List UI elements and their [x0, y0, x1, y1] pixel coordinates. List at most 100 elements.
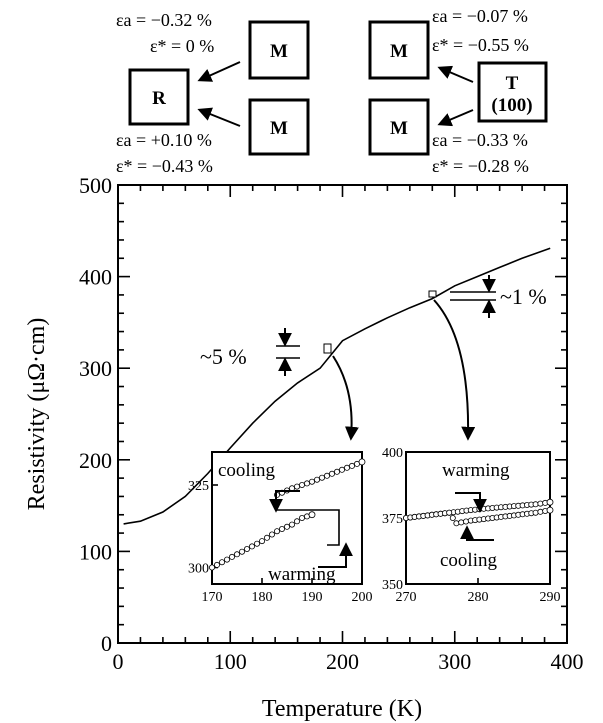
inset-data-point: [263, 534, 270, 541]
pointer-arrow-left: [332, 355, 359, 441]
strain-right-bottom-ea: εa = −0.33 %: [432, 130, 528, 150]
inset-data-point: [446, 509, 453, 516]
inset-left-label-warming: warming: [268, 564, 336, 585]
inset-right-label-warming: warming: [442, 460, 510, 481]
y-tick-label: 400: [79, 265, 112, 290]
inset-data-point: [268, 531, 275, 538]
inset-data-point: [537, 508, 544, 515]
inset-right-data-points: [402, 498, 554, 527]
inset-data-point: [228, 553, 235, 560]
phase-label-t: T: [506, 73, 519, 94]
transition-marker-left: [323, 343, 332, 354]
inset-data-point: [243, 546, 250, 553]
inset-data-point: [248, 543, 255, 550]
inset-left-warming-arrow: [318, 542, 353, 568]
inset-data-point: [462, 518, 469, 525]
inset-data-point: [308, 478, 315, 485]
pointer-arrow-right: [433, 299, 476, 441]
inset-data-point: [546, 506, 554, 514]
inset-left-cooling-arrow: [269, 490, 300, 513]
phase-box-r: [128, 68, 190, 126]
transition-marker-right: [428, 290, 437, 298]
inset-x-tick-label: 290: [540, 590, 561, 605]
strain-right-top-ea: εa = −0.07 %: [432, 6, 528, 26]
x-tick-label: 400: [551, 649, 584, 674]
inset-data-point: [313, 476, 320, 483]
jump-label-left: ~5 %: [200, 344, 247, 369]
inset-data-point: [298, 515, 305, 522]
inset-data-point: [343, 464, 350, 471]
inset-x-tick-label: 190: [302, 590, 323, 605]
inset-data-point: [213, 561, 220, 568]
inset-data-point: [303, 480, 310, 487]
inset-left-hysteresis-loop: [276, 509, 340, 546]
inset-left-label-cooling: cooling: [218, 460, 275, 481]
arrow-t-to-m-upper: [437, 65, 474, 83]
strain-left-bottom-estar: ε* = −0.43 %: [116, 156, 213, 176]
inset-data-point: [298, 481, 305, 488]
inset-data-point: [348, 462, 355, 469]
inset-data-point: [238, 548, 245, 555]
strain-right-bottom-estar: ε* = −0.28 %: [432, 156, 529, 176]
inset-data-point: [223, 556, 230, 563]
arrow-t-to-m-lower: [437, 109, 474, 127]
inset-y-tick-label: 400: [382, 446, 403, 461]
resistivity-curve: [123, 247, 551, 525]
inset-data-point: [253, 540, 260, 547]
inset-data-point: [318, 474, 325, 481]
inset-data-point: [218, 559, 225, 566]
phase-label-m-upper-right: M: [390, 41, 408, 62]
strain-left-top-ea: εa = −0.32 %: [116, 10, 212, 30]
inset-x-tick-label: 270: [396, 590, 417, 605]
phase-label-m-lower-left: M: [270, 118, 288, 139]
jump-label-right: ~1 %: [500, 284, 547, 309]
y-tick-label: 100: [79, 539, 112, 564]
y-tick-label: 300: [79, 356, 112, 381]
inset-x-tick-label: 170: [202, 590, 223, 605]
main-axis-ticks: [117, 184, 568, 644]
inset-data-point: [537, 500, 544, 507]
inset-data-point: [453, 520, 460, 527]
inset-data-point: [358, 458, 366, 466]
inset-data-point: [308, 511, 316, 519]
inset-left: 170 180 190 200 300 325 cooling warming: [188, 451, 373, 605]
inset-data-point: [532, 509, 539, 516]
jump-annotation-left: ~5 %: [200, 328, 300, 376]
inset-data-point: [233, 551, 240, 558]
phase-box-m-lower-left: [248, 98, 310, 156]
inset-y-tick-label: 350: [382, 578, 403, 593]
inset-data-point: [258, 538, 265, 545]
inset-x-tick-label: 180: [252, 590, 273, 605]
y-tick-label: 200: [79, 448, 112, 473]
x-tick-label: 100: [214, 649, 247, 674]
x-tick-label: 0: [113, 649, 124, 674]
inset-data-point: [338, 466, 345, 473]
phase-box-m-lower-right: [368, 98, 430, 156]
x-tick-label: 300: [438, 649, 471, 674]
inset-right-label-cooling: cooling: [440, 550, 497, 571]
phase-box-m-upper-right: [368, 20, 430, 80]
strain-left-bottom-ea: εa = +0.10 %: [116, 130, 212, 150]
strain-right-top-estar: ε* = −0.55 %: [432, 35, 529, 55]
arrow-m-to-r-lower: [197, 107, 241, 127]
y-tick-label: 500: [79, 173, 112, 198]
strain-left-top-estar: ε* = 0 %: [150, 36, 214, 56]
inset-data-point: [458, 519, 465, 526]
inset-right-tick-labels: 270 280 290 350 375 400: [382, 446, 561, 605]
inset-data-point: [333, 468, 340, 475]
inset-data-point: [208, 564, 215, 571]
phase-box-m-upper-left: [248, 20, 310, 80]
phase-label-t-orientation: (100): [491, 95, 532, 116]
inset-y-tick-label: 325: [188, 479, 209, 494]
inset-right: 270 280 290 350 375 400 warming cooling: [382, 446, 561, 605]
main-chart: 0 100 200 300 400 0 100 200 300 400 500 Temperatur…: [24, 173, 584, 722]
inset-left-tick-labels: 170 180 190 200 300 325: [188, 479, 373, 605]
phase-diagram: R M M M M T (100) εa = −0.32 % ε* = 0 % …: [116, 6, 548, 176]
inset-data-point: [293, 483, 300, 490]
y-tick-label: 0: [101, 631, 112, 656]
x-tick-label: 200: [326, 649, 359, 674]
inset-data-point: [288, 521, 295, 528]
inset-data-point: [293, 518, 300, 525]
x-axis-label: Temperature (K): [262, 696, 422, 722]
